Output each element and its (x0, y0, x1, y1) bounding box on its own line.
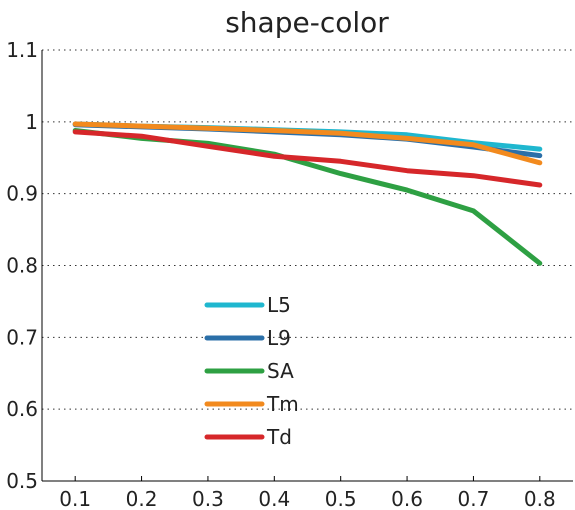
y-tick-label: 0.5 (6, 469, 38, 493)
legend-label-tm: Tm (266, 392, 299, 416)
legend-label-sa: SA (267, 359, 294, 383)
y-tick-label: 0.7 (6, 325, 38, 349)
legend-label-l5: L5 (267, 293, 291, 317)
grid-lines (42, 49, 573, 410)
y-tick-label: 0.8 (6, 254, 38, 278)
x-tick-label: 0.8 (524, 487, 556, 510)
y-tick-label: 1 (25, 110, 38, 134)
x-tick-label: 0.4 (258, 487, 290, 510)
x-tick-label: 0.5 (325, 487, 357, 510)
x-tick-label: 0.3 (192, 487, 224, 510)
x-tick-label: 0.2 (126, 487, 158, 510)
x-tick-label: 0.7 (458, 487, 490, 510)
series-line-sa (72, 128, 543, 266)
legend-label-l9: L9 (267, 326, 291, 350)
axes (41, 50, 573, 482)
y-tick-labels: 0.5 0.6 0.7 0.8 0.9 1 1.1 (6, 38, 38, 493)
y-tick-label: 1.1 (6, 38, 38, 62)
series-lines (72, 121, 543, 266)
x-tick-labels: 0.1 0.2 0.3 0.4 0.5 0.6 0.7 0.8 (59, 487, 555, 510)
chart-title: shape-color (225, 6, 389, 39)
legend: L5 L9 SA Tm Td (204, 293, 299, 449)
y-tick-label: 0.6 (6, 397, 38, 421)
y-tick-label: 0.9 (6, 182, 38, 206)
series-line-tm (72, 121, 543, 166)
x-tick-label: 0.6 (391, 487, 423, 510)
series-line-td (72, 129, 543, 188)
x-tick-label: 0.1 (59, 487, 91, 510)
legend-label-td: Td (266, 425, 292, 449)
